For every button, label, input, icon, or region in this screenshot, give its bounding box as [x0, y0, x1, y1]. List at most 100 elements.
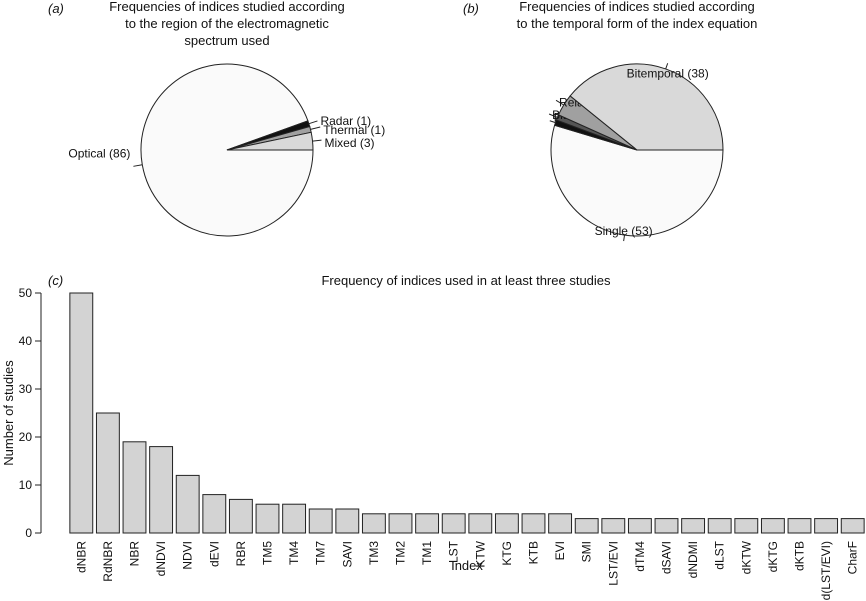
x-tick-label-0: dNBR: [74, 541, 88, 573]
bar-13: [415, 513, 440, 534]
x-tick-label-25: dKTW: [739, 540, 753, 574]
panel-b-title-line-2: to the temporal form of the index equati…: [517, 16, 758, 31]
x-tick-label-11: TM3: [367, 541, 381, 565]
x-tick-label-5: dEVI: [207, 541, 221, 567]
panel-a: (a) Frequencies of indices studied accor…: [48, 0, 385, 237]
pie-b-label-0: Single (53): [595, 224, 653, 238]
y-tick-label-4: 40: [19, 334, 33, 348]
bar-15: [468, 513, 493, 534]
x-tick-label-27: dKTB: [793, 541, 807, 571]
pie-b-leader-2: [548, 113, 558, 118]
bar-19: [574, 518, 599, 534]
x-tick-label-10: SAVI: [340, 541, 354, 567]
bar-6: [228, 498, 253, 534]
panel-c-tag: (c): [48, 273, 63, 288]
pie-b-slice-0: [550, 124, 724, 237]
x-tick-label-15: KTW: [473, 540, 487, 567]
bar-20: [601, 518, 626, 534]
bar-26: [760, 518, 785, 534]
bar-21: [627, 518, 652, 534]
bar-1: [95, 412, 120, 534]
bar-29: [840, 518, 865, 534]
x-axis-label: Index: [451, 558, 483, 573]
pie-a-label-1: Radar (1): [320, 114, 371, 128]
x-tick-label-29: CharF: [846, 541, 860, 574]
x-tick-label-7: TM5: [261, 541, 275, 565]
bar-8: [282, 503, 307, 534]
bar-9: [308, 508, 333, 534]
bar-28: [814, 518, 839, 534]
bar-16: [494, 513, 519, 534]
x-tick-label-26: dKTG: [766, 541, 780, 572]
bar-0: [69, 292, 94, 534]
pie-b-leader-4: [665, 63, 669, 70]
bar-10: [335, 508, 360, 534]
y-axis-label: Number of studies: [1, 360, 16, 466]
bar-27: [787, 518, 812, 534]
bar-11: [361, 513, 386, 534]
x-tick-label-20: LST/EVI: [606, 541, 620, 586]
x-tick-label-22: dSAVI: [660, 541, 674, 574]
pie-a-leader-0: [133, 164, 143, 167]
y-tick-label-1: 10: [19, 478, 33, 492]
x-tick-label-14: LST: [447, 540, 461, 563]
x-tick-label-17: KTB: [527, 541, 541, 564]
x-tick-label-4: NDVI: [181, 541, 195, 570]
panel-b-title-line-1: Frequencies of indices studied according: [519, 0, 755, 14]
x-tick-label-8: TM4: [287, 541, 301, 565]
y-tick-label-0: 0: [25, 526, 32, 540]
x-tick-label-1: RdNBR: [101, 541, 115, 582]
bar-14: [441, 513, 466, 534]
panel-a-tag: (a): [48, 1, 64, 16]
bar-24: [707, 518, 732, 534]
y-tick-label-3: 30: [19, 382, 33, 396]
pie-a-label-3: Mixed (3): [324, 136, 374, 150]
bar-2: [122, 441, 147, 534]
bar-4: [175, 474, 200, 534]
pie-b-leader-0: [623, 235, 626, 242]
bar-22: [654, 518, 679, 534]
x-tick-label-6: RBR: [234, 541, 248, 567]
x-tick-label-12: TM2: [394, 541, 408, 565]
bar-3: [149, 446, 174, 534]
bar-12: [388, 513, 413, 534]
pie-a-leader-3: [312, 139, 322, 142]
bar-series: 0 10 20 30 40 50 dNBR RdNBR NBR dNDVI NDVI dEVI RBR T…: [19, 286, 865, 600]
x-tick-label-3: dNDVI: [154, 541, 168, 576]
pie-a-label-0: Optical (86): [68, 146, 130, 160]
panel-b-tag: (b): [463, 1, 479, 16]
x-tick-label-13: TM1: [420, 541, 434, 565]
pie-a-slices: Optical (86) Radar (1)Thermal (1)Mixed (3…: [68, 63, 385, 237]
pie-b-slices: Single (53)Bitemporal single (1)Bitempor…: [548, 63, 724, 242]
pie-a-label-2: Thermal (1): [323, 123, 385, 137]
panel-a-title-line-1: Frequencies of indices studied according: [109, 0, 345, 14]
x-tick-label-9: TM7: [314, 541, 328, 565]
pie-b-label-4: Bitemporal (38): [627, 66, 709, 80]
x-tick-label-23: dNDMI: [686, 541, 700, 578]
panel-c: (c) Frequency of indices used in at leas…: [1, 273, 865, 600]
panel-a-title-line-2: to the region of the electromagnetic: [125, 16, 329, 31]
bar-18: [548, 513, 573, 534]
x-tick-label-18: EVI: [553, 541, 567, 560]
panel-a-title-line-3: spectrum used: [184, 33, 269, 48]
x-tick-label-28: d(LST/EVI): [819, 541, 833, 600]
bar-25: [734, 518, 759, 534]
bar-chart-title: Frequency of indices used in at least th…: [321, 273, 611, 288]
y-tick-label-5: 50: [19, 286, 33, 300]
x-tick-label-19: SMI: [580, 541, 594, 562]
y-tick-label-2: 20: [19, 430, 33, 444]
panel-b: (b) Frequencies of indices studied accor…: [463, 0, 758, 242]
pie-a-leader-1: [308, 120, 318, 125]
bar-23: [681, 518, 706, 534]
x-tick-label-2: NBR: [128, 541, 142, 567]
pie-b-leader-3: [555, 99, 564, 106]
x-tick-label-21: dTM4: [633, 541, 647, 572]
bar-17: [521, 513, 546, 534]
pie-a-leader-2: [310, 126, 321, 130]
x-tick-label-24: dLST: [713, 540, 727, 569]
bar-7: [255, 503, 280, 534]
x-tick-label-16: KTG: [500, 541, 514, 566]
bar-5: [202, 494, 227, 534]
pie-b-leader-1: [549, 120, 556, 124]
